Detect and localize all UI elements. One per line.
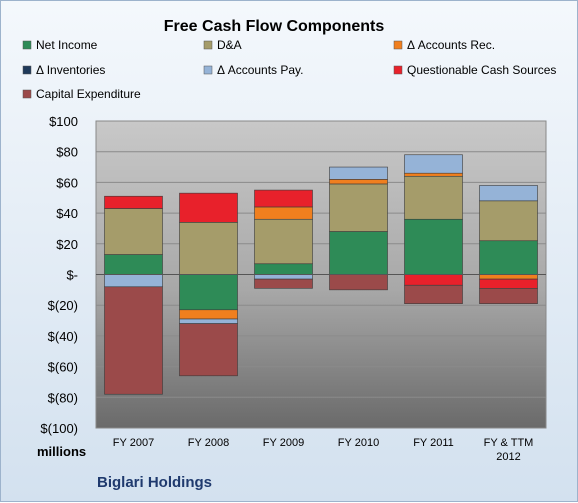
bar-capital-expenditure [104,286,163,395]
bar-capital-expenditure [404,284,463,304]
legend-swatch-accounts-pay [203,65,213,75]
y-axis-unit: millions [37,444,86,459]
bar-questionable-cash-sources [179,192,238,223]
bar-questionable-cash-sources [104,195,163,209]
bar-accounts-rec [254,206,313,220]
y-tick-label: $40 [56,206,78,221]
bar-accounts-rec [479,274,538,280]
legend-swatch-net-income [22,40,32,50]
bar-capital-expenditure [329,274,388,291]
x-tick-label: FY & TTM 2012 [484,437,534,463]
bar-net-income [179,274,238,311]
legend-label-accounts-rec: Δ Accounts Rec. [407,38,495,52]
bar-net-income [404,218,463,275]
bar-d-a [254,218,313,265]
y-tick-label: $(20) [48,298,78,313]
legend-label-capital-expenditure: Capital Expenditure [36,87,141,101]
y-tick-label: $(60) [48,360,78,375]
bar-net-income [104,254,163,275]
chart-title: Free Cash Flow Components [164,18,385,35]
y-tick-label: $- [66,268,78,283]
bar-stack-fy-2007 [104,195,163,395]
bar-accounts-rec [329,179,388,185]
bar-accounts-pay [329,166,388,180]
bar-accounts-pay [179,318,238,324]
legend-swatch-d-a [203,40,213,50]
legend-swatch-capital-expenditure [22,89,32,99]
legend-swatch-accounts-rec [393,40,403,50]
y-tick-label: $20 [56,237,78,252]
legend-label-inventories: Δ Inventories [36,63,105,77]
y-axis-ticks: $100 $80 $60 $40 $20 $- $(20) $(40) $(60) $(80) $(… [40,114,78,436]
bar-accounts-pay [104,274,163,288]
bar-stack-fy-2011 [404,154,463,304]
bar-capital-expenditure [254,278,313,289]
y-tick-label: $80 [56,145,78,160]
bar-accounts-pay [479,185,538,202]
y-tick-label: $(40) [48,329,78,344]
x-tick-label: FY 2011 [413,437,454,449]
legend-label-accounts-pay: Δ Accounts Pay. [217,63,304,77]
bar-d-a [179,222,238,275]
bar-net-income [479,240,538,275]
x-tick-label: FY 2008 [188,437,229,449]
bar-stack-fy-ttm-2012 [479,185,538,304]
bar-net-income [254,263,313,275]
x-axis-ticks: FY 2007 FY 2008 FY 2009 FY 2010 FY 2011 FY & … [113,437,534,463]
legend-label-net-income: Net Income [36,38,98,52]
y-tick-label: $(80) [48,390,78,405]
bar-d-a [329,183,388,232]
legend-label-questionable-cash-sources: Questionable Cash Sources [407,63,556,77]
bar-d-a [404,175,463,220]
bar-questionable-cash-sources [254,189,313,208]
y-tick-label: $60 [56,175,78,190]
bar-d-a [104,208,163,255]
bar-accounts-rec [404,172,463,177]
bar-questionable-cash-sources [479,278,538,289]
bar-stack-fy-2009 [254,189,313,289]
bar-net-income [329,231,388,275]
legend-swatch-inventories [22,65,32,75]
company-name: Biglari Holdings [97,474,212,491]
bars [104,154,538,395]
legend: Net Income D&A Δ Accounts Rec. Δ Inventorie… [22,38,556,101]
bar-accounts-rec [179,309,238,320]
x-tick-label: FY 2009 [263,437,304,449]
bar-d-a [479,200,538,242]
bar-accounts-pay [404,154,463,174]
bar-accounts-pay [254,274,313,280]
bar-stack-fy-2008 [179,192,238,377]
x-tick-label: FY 2010 [338,437,379,449]
bar-questionable-cash-sources [404,274,463,286]
y-tick-label: $100 [49,114,78,129]
legend-label-d-a: D&A [217,38,242,52]
y-tick-label: $(100) [40,421,78,436]
bar-capital-expenditure [179,323,238,377]
gridlines [96,151,546,398]
x-tick-label: FY 2007 [113,437,154,449]
bar-capital-expenditure [479,288,538,304]
bar-stack-fy-2010 [329,166,388,291]
legend-swatch-questionable-cash-sources [393,65,403,75]
